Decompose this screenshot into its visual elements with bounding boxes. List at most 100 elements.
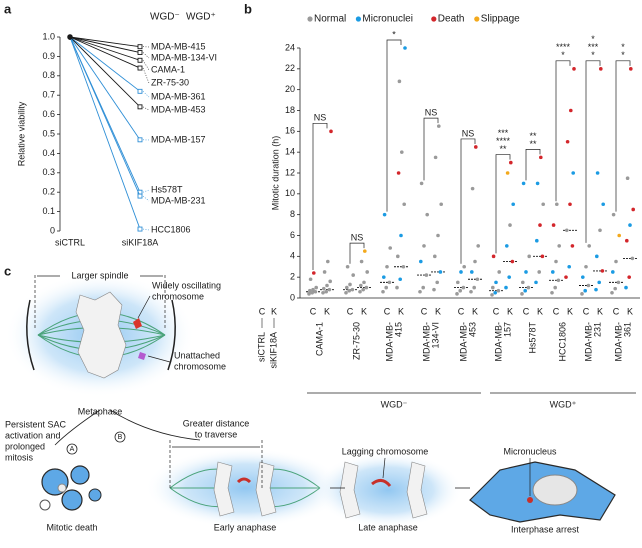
point bbox=[365, 270, 369, 274]
legend-swatch bbox=[431, 16, 436, 21]
point bbox=[433, 255, 437, 259]
point bbox=[437, 124, 441, 128]
point bbox=[476, 277, 480, 281]
legend-entry: WGD⁻ bbox=[150, 12, 180, 23]
point bbox=[541, 202, 545, 206]
y-tick-label: 0 bbox=[50, 225, 55, 235]
point bbox=[535, 239, 539, 243]
leader bbox=[143, 196, 149, 201]
marker bbox=[138, 89, 142, 93]
point bbox=[536, 182, 540, 186]
point bbox=[553, 286, 557, 290]
label: Micronucleus bbox=[503, 446, 557, 456]
bracket bbox=[313, 123, 327, 270]
significance: * bbox=[591, 50, 595, 60]
point bbox=[398, 277, 402, 281]
point bbox=[385, 265, 389, 269]
label: Interphase arrest bbox=[511, 524, 580, 534]
point bbox=[629, 67, 633, 71]
significance: * bbox=[621, 50, 625, 60]
panel-label: b bbox=[244, 1, 252, 16]
legend-entry: Slippage bbox=[481, 14, 520, 25]
x-tick-label: C bbox=[458, 306, 465, 316]
point bbox=[434, 156, 438, 160]
point bbox=[572, 67, 576, 71]
label: Mitotic death bbox=[46, 522, 97, 532]
point bbox=[555, 202, 559, 206]
point bbox=[418, 290, 422, 294]
point bbox=[524, 270, 528, 274]
y-tick-label: 18 bbox=[285, 105, 295, 115]
point bbox=[388, 281, 392, 285]
point bbox=[520, 292, 524, 296]
series-label: MDA-MB-231 bbox=[151, 195, 206, 205]
legend-entry: Normal bbox=[314, 14, 346, 25]
y-tick-label: 0.4 bbox=[42, 148, 55, 158]
bracket bbox=[496, 155, 510, 254]
point bbox=[599, 67, 603, 71]
series-line bbox=[70, 37, 140, 60]
point bbox=[523, 289, 527, 293]
point bbox=[557, 244, 561, 248]
point bbox=[594, 288, 598, 292]
point bbox=[420, 182, 424, 186]
group-label: WGD⁺ bbox=[550, 399, 577, 409]
point bbox=[328, 280, 332, 284]
point bbox=[470, 270, 474, 274]
point bbox=[597, 281, 601, 285]
y-tick-label: 0.5 bbox=[42, 128, 55, 138]
marker bbox=[138, 45, 142, 49]
point bbox=[511, 202, 515, 206]
point bbox=[552, 223, 556, 227]
point bbox=[345, 286, 349, 290]
y-tick-label: 0.8 bbox=[42, 70, 55, 80]
leader bbox=[143, 190, 149, 192]
point bbox=[493, 291, 497, 295]
point bbox=[384, 286, 388, 290]
series-line bbox=[70, 37, 140, 229]
x-tick-label: siKIF18A bbox=[122, 237, 159, 247]
point bbox=[476, 244, 480, 248]
label: Metaphase bbox=[78, 406, 123, 416]
point bbox=[554, 260, 558, 264]
point bbox=[326, 260, 330, 264]
x-tick-label: C bbox=[493, 306, 500, 316]
point bbox=[328, 288, 332, 292]
series-line bbox=[70, 37, 140, 196]
point bbox=[458, 289, 462, 293]
cell-line-label: ZR-75-30 bbox=[351, 322, 361, 360]
point bbox=[422, 244, 426, 248]
point bbox=[613, 287, 617, 291]
x-tick-label: C bbox=[310, 306, 317, 316]
label: Greater distance bbox=[183, 418, 250, 428]
legend-swatch bbox=[307, 16, 312, 21]
leader bbox=[143, 68, 149, 83]
label: mitosis bbox=[5, 452, 34, 462]
y-axis-label: Relative viability bbox=[16, 101, 26, 166]
x-tick-label: siCTRL bbox=[55, 237, 85, 247]
point bbox=[508, 223, 512, 227]
route-label: B bbox=[118, 434, 123, 441]
series-label: MDA-MB-415 bbox=[151, 41, 206, 51]
marker bbox=[138, 227, 142, 231]
key-long: siKIF18A bbox=[268, 332, 278, 369]
point bbox=[568, 202, 572, 206]
dead-cell bbox=[40, 466, 101, 510]
point bbox=[325, 284, 329, 288]
cell-line-label: 415 bbox=[393, 322, 403, 337]
series-label: CAMA-1 bbox=[151, 64, 185, 74]
point bbox=[617, 234, 621, 238]
point bbox=[584, 265, 588, 269]
y-tick-label: 2 bbox=[290, 272, 295, 282]
point bbox=[361, 288, 365, 292]
legend-entry: Micronuclei bbox=[362, 14, 413, 25]
point bbox=[311, 288, 315, 292]
point bbox=[435, 281, 439, 285]
point bbox=[425, 273, 429, 277]
point bbox=[571, 171, 575, 175]
y-axis-label: Mitotic duration (h) bbox=[270, 136, 280, 211]
y-tick-label: 22 bbox=[285, 63, 295, 73]
point bbox=[362, 281, 366, 285]
series-line bbox=[70, 37, 140, 107]
point bbox=[351, 288, 355, 292]
